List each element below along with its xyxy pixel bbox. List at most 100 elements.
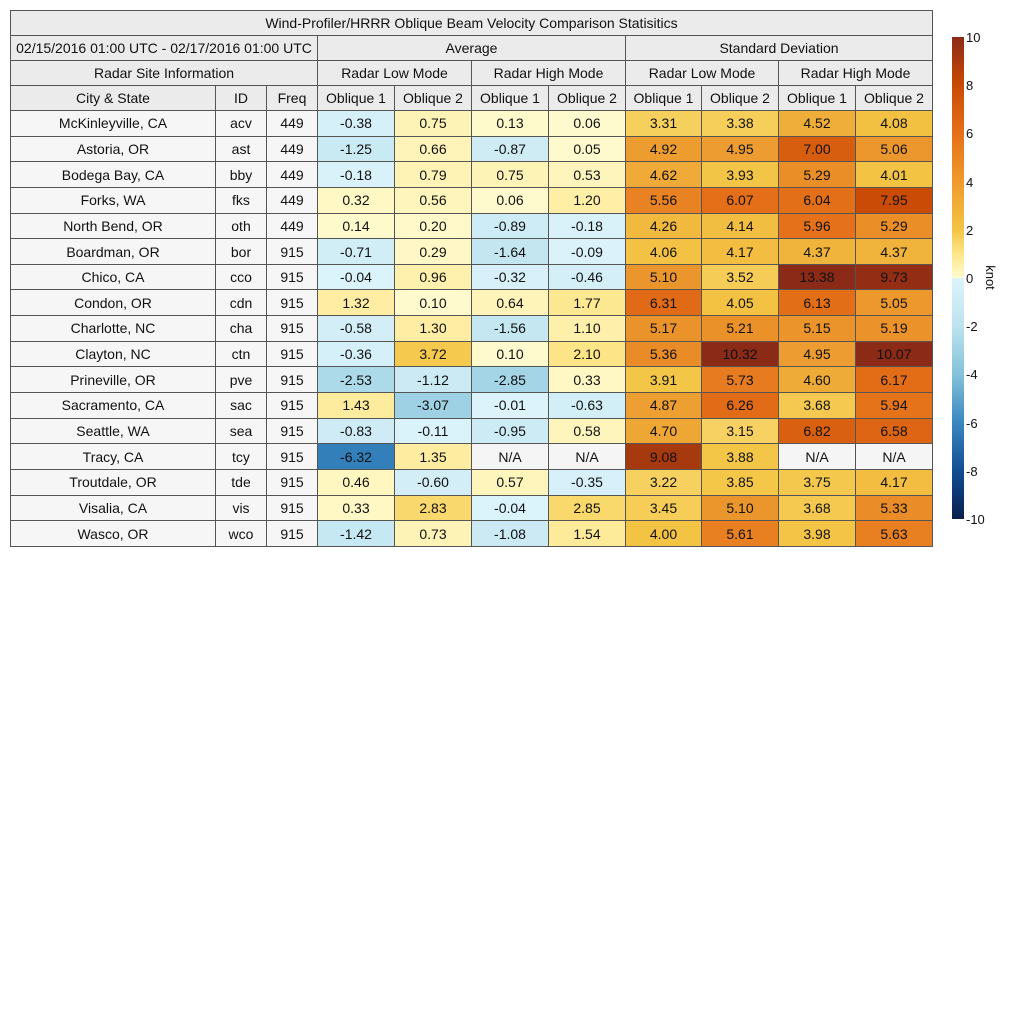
heatmap-cell: 4.14 (701, 212, 779, 240)
id-cell: acv (215, 110, 267, 137)
heatmap-cell: 3.88 (701, 443, 779, 470)
col-oblique-2: Oblique 2 (701, 85, 779, 111)
freq-cell: 915 (266, 366, 318, 394)
heatmap-cell: 4.06 (625, 238, 702, 265)
city-cell: Sacramento, CA (10, 392, 216, 419)
heatmap-cell: 4.37 (778, 238, 856, 265)
id-cell: pve (215, 366, 267, 394)
heatmap-cell: 7.00 (778, 135, 856, 163)
table-body: McKinleyville, CA acv 449 -0.38 0.75 0.13 0.06… (10, 110, 933, 547)
heatmap-cell: 3.68 (778, 494, 856, 522)
heatmap-cell: 5.73 (701, 366, 779, 394)
comparison-table: Wind-Profiler/HRRR Oblique Beam Velocity… (10, 10, 933, 547)
id-cell: wco (215, 520, 267, 547)
heatmap-cell: 10.07 (855, 340, 933, 368)
heatmap-cell: 5.29 (778, 161, 856, 188)
table-row: Troutdale, OR tde 915 0.46 -0.60 0.57 -0.35 3.2… (10, 468, 933, 496)
col-oblique-2: Oblique 2 (394, 85, 472, 111)
heatmap-cell: 1.35 (394, 443, 472, 470)
heatmap-cell: 4.95 (778, 340, 856, 368)
heatmap-cell: 0.14 (317, 212, 395, 240)
col-oblique-1: Oblique 1 (317, 85, 395, 111)
heatmap-cell: 0.58 (548, 417, 626, 445)
heatmap-cell: 0.96 (394, 263, 472, 291)
id-cell: cdn (215, 289, 267, 317)
city-cell: Bodega Bay, CA (10, 161, 216, 188)
table-row: Chico, CA cco 915 -0.04 0.96 -0.32 -0.46 5.10 3.… (10, 263, 933, 291)
heatmap-cell: -3.07 (394, 392, 472, 419)
heatmap-cell: 5.96 (778, 212, 856, 240)
id-cell: sea (215, 417, 267, 445)
heatmap-cell: -1.12 (394, 366, 472, 394)
heatmap-cell: 4.17 (855, 468, 933, 496)
heatmap-cell: 1.20 (548, 186, 626, 214)
heatmap-cell: -0.04 (471, 494, 549, 522)
freq-cell: 449 (266, 212, 318, 240)
heatmap-cell: 0.79 (394, 161, 472, 188)
group-std-dev: Standard Deviation (625, 35, 933, 61)
city-cell: Wasco, OR (10, 520, 216, 547)
heatmap-cell: -0.11 (394, 417, 472, 445)
heatmap-cell: -0.18 (548, 212, 626, 240)
freq-cell: 915 (266, 340, 318, 368)
heatmap-cell: 0.73 (394, 520, 472, 547)
heatmap-cell: 3.75 (778, 468, 856, 496)
colorbar-tick-label: -4 (966, 367, 978, 383)
heatmap-cell: 3.85 (701, 468, 779, 496)
heatmap-cell: -0.01 (471, 392, 549, 419)
heatmap-cell: 0.06 (471, 186, 549, 214)
heatmap-cell: 0.53 (548, 161, 626, 188)
heatmap-cell: 3.91 (625, 366, 702, 394)
heatmap-cell: -0.38 (317, 110, 395, 137)
heatmap-cell: 6.04 (778, 186, 856, 214)
city-cell: Clayton, NC (10, 340, 216, 368)
heatmap-cell: 4.08 (855, 110, 933, 137)
colorbar-tick-label: 10 (966, 30, 981, 45)
city-cell: Condon, OR (10, 289, 216, 317)
city-cell: McKinleyville, CA (10, 110, 216, 137)
freq-cell: 915 (266, 263, 318, 291)
freq-cell: 915 (266, 468, 318, 496)
heatmap-cell: 5.19 (855, 315, 933, 342)
heatmap-cell: 9.08 (625, 443, 702, 470)
colorbar-tick-label: -2 (966, 319, 978, 335)
heatmap-cell: 1.32 (317, 289, 395, 317)
heatmap-cell: 0.33 (317, 494, 395, 522)
heatmap-cell: 6.26 (701, 392, 779, 419)
heatmap-cell: -2.53 (317, 366, 395, 394)
table-row: McKinleyville, CA acv 449 -0.38 0.75 0.13 0.06… (10, 110, 933, 137)
city-cell: North Bend, OR (10, 212, 216, 240)
colorbar-tick-label: -8 (966, 463, 978, 479)
col-oblique-1: Oblique 1 (625, 85, 702, 111)
heatmap-cell: 1.10 (548, 315, 626, 342)
heatmap-cell: 4.05 (701, 289, 779, 317)
heatmap-cell: 4.92 (625, 135, 702, 163)
heatmap-cell: -1.42 (317, 520, 395, 547)
city-cell: Tracy, CA (10, 443, 216, 470)
heatmap-cell: -0.46 (548, 263, 626, 291)
heatmap-cell: 4.52 (778, 110, 856, 137)
table-title: Wind-Profiler/HRRR Oblique Beam Velocity… (10, 10, 933, 36)
city-cell: Seattle, WA (10, 417, 216, 445)
table-row: Visalia, CA vis 915 0.33 2.83 -0.04 2.85 3.45 5.… (10, 494, 933, 522)
heatmap-cell: N/A (548, 443, 626, 470)
table-row: Boardman, OR bor 915 -0.71 0.29 -1.64 -0.09 4.0… (10, 238, 933, 265)
heatmap-cell: 5.10 (701, 494, 779, 522)
heatmap-cell: 5.94 (855, 392, 933, 419)
heatmap-cell: N/A (778, 443, 856, 470)
table-row: Clayton, NC ctn 915 -0.36 3.72 0.10 2.10 5.36 10… (10, 340, 933, 368)
colorbar-tick-label: -10 (966, 512, 985, 527)
heatmap-cell: 0.05 (548, 135, 626, 163)
date-range: 02/15/2016 01:00 UTC - 02/17/2016 01:00 … (10, 35, 318, 61)
heatmap-cell: -0.89 (471, 212, 549, 240)
group-average: Average (317, 35, 626, 61)
heatmap-cell: 1.30 (394, 315, 472, 342)
col-city: City & State (10, 85, 216, 111)
heatmap-cell: 3.52 (701, 263, 779, 291)
city-cell: Troutdale, OR (10, 468, 216, 496)
heatmap-cell: 4.00 (625, 520, 702, 547)
city-cell: Prineville, OR (10, 366, 216, 394)
heatmap-cell: -0.83 (317, 417, 395, 445)
heatmap-cell: N/A (471, 443, 549, 470)
col-oblique-2: Oblique 2 (548, 85, 626, 111)
